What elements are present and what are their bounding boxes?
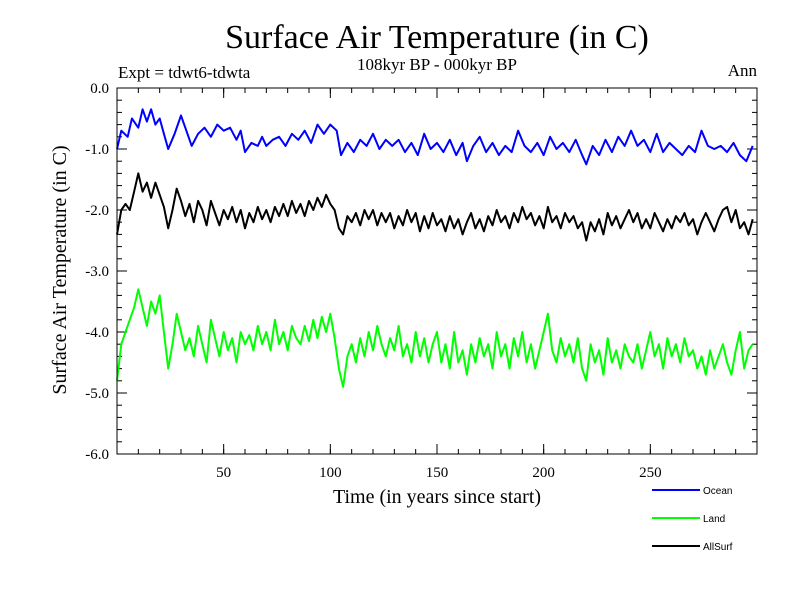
series-line-allsurf — [116, 172, 754, 242]
y-tick-label: -3.0 — [85, 264, 109, 280]
chart-subtitle: 108kyr BP - 000kyr BP — [357, 55, 517, 74]
season-label: Ann — [728, 61, 758, 80]
y-tick-label: -1.0 — [85, 142, 109, 158]
series-line-land — [116, 288, 754, 388]
legend: Ocean Land AllSurf — [652, 486, 733, 553]
legend-label-ocean: Ocean — [703, 486, 732, 497]
legend-label-land: Land — [703, 514, 725, 525]
y-tick-label: -2.0 — [85, 203, 109, 219]
y-tick-label: -4.0 — [85, 325, 109, 341]
y-axis-label: Surface Air Temperature (in C) — [49, 145, 71, 394]
experiment-label: Expt = tdwt6-tdwta — [118, 63, 251, 82]
legend-label-allsurf: AllSurf — [703, 542, 733, 553]
x-tick-label: 100 — [319, 465, 342, 481]
x-tick-label: 150 — [426, 465, 449, 481]
x-tick-label: 200 — [532, 465, 555, 481]
x-tick-label: 50 — [216, 465, 231, 481]
y-tick-label: -5.0 — [85, 386, 109, 402]
plot-frame — [116, 87, 758, 455]
x-axis-label: Time (in years since start) — [333, 486, 541, 508]
series-line-ocean — [116, 108, 754, 166]
x-tick-label: 250 — [639, 465, 662, 481]
y-tick-label: 0.0 — [90, 81, 109, 97]
y-tick-label: -6.0 — [85, 447, 109, 463]
chart-title: Surface Air Temperature (in C) — [225, 19, 649, 56]
plot-series — [116, 108, 754, 388]
